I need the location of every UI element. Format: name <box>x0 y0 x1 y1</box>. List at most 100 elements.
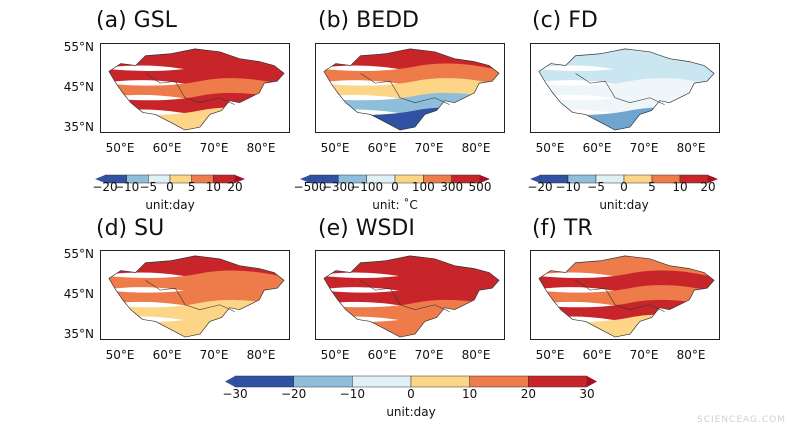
colorbar-tick-label: −10 <box>339 387 365 401</box>
lon-tick-label: 50°E <box>105 348 135 362</box>
colorbar-tick-label: 20 <box>520 387 536 401</box>
colorbar-tick-label: 0 <box>407 387 415 401</box>
colorbar-tick-label: −100 <box>350 180 384 194</box>
lon-tick-label: 60°E <box>367 141 397 155</box>
colorbar-tick-label: 30 <box>579 387 595 401</box>
lon-tick-label: 60°E <box>152 141 182 155</box>
lat-tick-label: 45°N <box>63 287 94 301</box>
colorbar-extend-arrow <box>225 376 235 387</box>
colorbar-tick-label: 0 <box>620 180 628 194</box>
region-outline <box>538 255 715 338</box>
colorbar-tick-label: 5 <box>187 180 196 194</box>
lon-tick-label: 50°E <box>105 141 135 155</box>
colorbar-tick-label: 0 <box>391 180 399 194</box>
colorbar-extend-arrow <box>708 175 718 183</box>
colorbar-tick-label: −20 <box>280 387 307 401</box>
lon-tick-label: 60°E <box>367 348 397 362</box>
country-border <box>145 280 235 312</box>
lat-tick-label: 55°N <box>63 40 94 54</box>
colorbar-tick-label: 5 <box>648 180 656 194</box>
lon-tick-label: 80°E <box>461 141 491 155</box>
lon-tick-label: 50°E <box>320 348 350 362</box>
country-border <box>575 73 665 105</box>
panel-title: (d) SU <box>96 216 165 241</box>
colorbar-tick-label: −20 <box>527 180 553 194</box>
colorbar-tick-label: 20 <box>227 180 243 194</box>
lon-tick-label: 80°E <box>676 141 706 155</box>
colorbar-segment <box>293 375 353 388</box>
lat-tick-label: 35°N <box>63 327 94 341</box>
lat-tick-label: 55°N <box>63 247 94 261</box>
lon-tick-label: 80°E <box>676 348 706 362</box>
lon-tick-label: 50°E <box>320 141 350 155</box>
colorbar-extend-arrow <box>587 376 597 387</box>
colorbar-tick-label: 20 <box>700 180 716 194</box>
country-border <box>575 280 665 312</box>
lon-tick-label: 80°E <box>461 348 491 362</box>
colorbar-segment <box>234 375 294 388</box>
region-outline <box>108 255 285 338</box>
colorbar-extend-arrow <box>300 175 310 183</box>
country-border <box>360 73 450 105</box>
map-panel <box>315 250 505 340</box>
colorbar-tick-label: 10 <box>672 180 688 194</box>
lat-tick-label: 45°N <box>63 80 94 94</box>
region-outline <box>323 48 500 131</box>
panel-title: (a) GSL <box>96 8 177 33</box>
lon-tick-label: 80°E <box>246 141 276 155</box>
panel-title: (f) TR <box>532 216 593 241</box>
country-border <box>145 73 235 105</box>
watermark: SCIENCEAG.COM <box>696 415 786 425</box>
colorbar-tick-label: 500 <box>468 180 492 194</box>
colorbar-tick-label: −30 <box>222 387 248 401</box>
panel-title: (c) FD <box>532 8 598 33</box>
colorbar-extend-arrow <box>480 175 490 183</box>
colorbar-extend-arrow <box>530 175 540 183</box>
lon-tick-label: 60°E <box>582 141 612 155</box>
colorbar-tick-label: 10 <box>462 387 478 401</box>
lon-tick-label: 50°E <box>535 141 565 155</box>
colorbar-tick-label: −10 <box>555 180 581 194</box>
country-border <box>360 280 450 312</box>
colorbar-tick-label: 0 <box>166 180 174 194</box>
colorbar-tick-label: −300 <box>321 180 355 194</box>
region-outline <box>323 255 500 338</box>
colorbar <box>530 168 718 184</box>
lon-tick-label: 60°E <box>152 348 182 362</box>
colorbar-unit-label: unit:day <box>386 405 436 419</box>
colorbar-tick-label: 10 <box>205 180 221 194</box>
lon-tick-label: 70°E <box>414 348 444 362</box>
lon-tick-label: 70°E <box>414 141 444 155</box>
map-panel <box>530 43 720 133</box>
map-panel <box>100 250 290 340</box>
colorbar-tick-label: −20 <box>92 180 118 194</box>
colorbar-tick-label: −5 <box>587 180 605 194</box>
lon-tick-label: 50°E <box>535 348 565 362</box>
colorbar-segment <box>528 375 588 388</box>
colorbar-tick-label: 100 <box>411 180 435 194</box>
panel-title: (b) BEDD <box>318 8 419 33</box>
colorbar-extend-arrow <box>235 175 245 183</box>
lat-tick-label: 35°N <box>63 120 94 134</box>
colorbar-tick-label: 300 <box>440 180 464 194</box>
colorbar-extend-arrow <box>95 175 105 183</box>
lon-tick-label: 70°E <box>629 348 659 362</box>
map-panel <box>100 43 290 133</box>
lon-tick-label: 60°E <box>582 348 612 362</box>
panel-title: (e) WSDI <box>318 216 415 241</box>
lon-tick-label: 70°E <box>199 141 229 155</box>
region-outline <box>538 48 715 131</box>
colorbar-tick-label: −10 <box>113 180 140 194</box>
colorbar-unit-label: unit:day <box>145 198 195 212</box>
region-outline <box>108 48 285 131</box>
colorbar-tick-label: −5 <box>139 180 158 194</box>
colorbar-segment <box>469 375 529 388</box>
map-panel <box>315 43 505 133</box>
colorbar-unit-label: unit: ˚C <box>372 198 418 212</box>
colorbar <box>225 372 597 388</box>
colorbar-tick-label: −500 <box>293 180 327 194</box>
colorbar-segment <box>352 375 412 388</box>
colorbar-segment <box>410 375 470 388</box>
lon-tick-label: 70°E <box>199 348 229 362</box>
